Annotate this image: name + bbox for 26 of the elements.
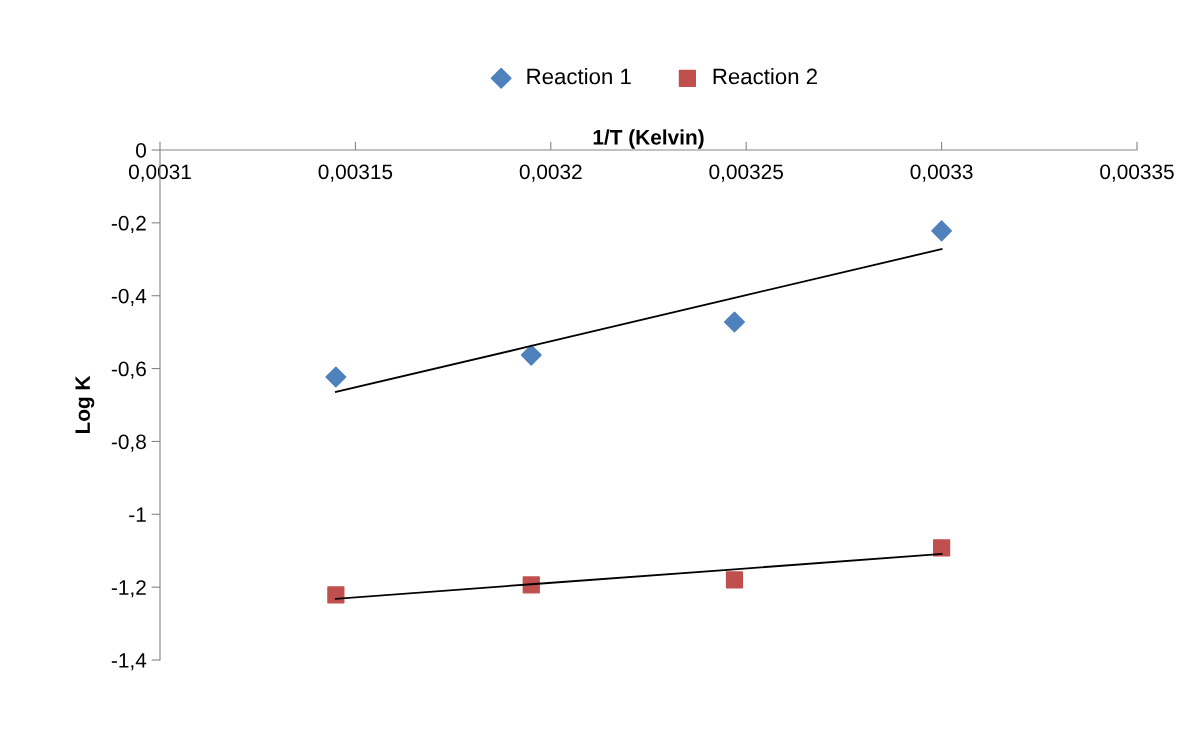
line-series xyxy=(334,248,943,393)
x-tick-label: 0,0031 xyxy=(128,164,191,182)
point xyxy=(325,366,347,388)
y-tick-label: 0 xyxy=(136,143,146,158)
y-axis-title: Log K xyxy=(75,375,95,434)
y-tick-label: -0,4 xyxy=(111,288,147,306)
x-tick-label: 0,00315 xyxy=(318,164,393,182)
y-tick-label: -1 xyxy=(129,507,146,522)
point xyxy=(723,311,745,333)
y-tick-label: -0,2 xyxy=(111,215,146,234)
legend-label: Reaction 2 xyxy=(713,68,817,85)
x-tick-label: 0,00335 xyxy=(1100,164,1174,182)
x-tick-label: 0,0033 xyxy=(910,164,973,182)
x-tick-label: 0,00325 xyxy=(709,164,783,182)
point xyxy=(520,344,542,366)
y-tick-label: -1,4 xyxy=(111,653,147,671)
y-tick-label: -0,6 xyxy=(111,361,146,379)
y-tick-label: -1,2 xyxy=(111,580,146,598)
legend-label: Reaction 1 xyxy=(527,68,631,85)
x-axis-title: 1/T (Kelvin) xyxy=(593,129,704,149)
point xyxy=(931,220,953,242)
point xyxy=(932,539,951,557)
point xyxy=(327,586,345,604)
y-tick-label: -0,8 xyxy=(111,434,146,452)
point xyxy=(725,571,744,589)
x-tick-label: 0,0032 xyxy=(519,164,582,182)
